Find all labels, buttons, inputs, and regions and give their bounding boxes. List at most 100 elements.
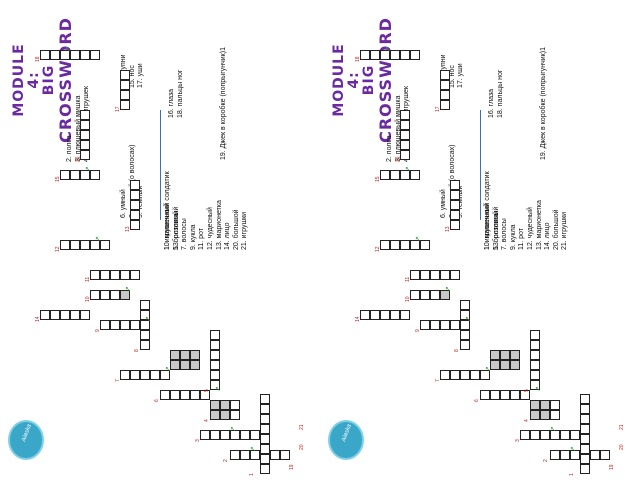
crossword-cell[interactable] bbox=[170, 350, 180, 360]
crossword-cell[interactable] bbox=[550, 400, 560, 410]
crossword-cell[interactable] bbox=[560, 450, 570, 460]
crossword-cell[interactable] bbox=[130, 220, 140, 230]
crossword-cell[interactable] bbox=[500, 360, 510, 370]
crossword-cell[interactable] bbox=[530, 360, 540, 370]
crossword-cell[interactable] bbox=[130, 200, 140, 210]
crossword-cell[interactable] bbox=[450, 180, 460, 190]
crossword-cell[interactable] bbox=[230, 450, 240, 460]
crossword-cell[interactable] bbox=[50, 50, 60, 60]
crossword-cell[interactable] bbox=[540, 400, 550, 410]
crossword-cell[interactable] bbox=[80, 310, 90, 320]
crossword-cell[interactable] bbox=[370, 50, 380, 60]
crossword-cell[interactable] bbox=[150, 370, 160, 380]
crossword-cell[interactable] bbox=[260, 424, 270, 434]
crossword-cell[interactable] bbox=[530, 430, 540, 440]
crossword-cell[interactable] bbox=[80, 110, 90, 120]
crossword-cell[interactable] bbox=[530, 330, 540, 340]
crossword-cell[interactable] bbox=[240, 430, 250, 440]
crossword-cell[interactable] bbox=[580, 424, 590, 434]
crossword-cell[interactable] bbox=[160, 390, 170, 400]
crossword-cell[interactable] bbox=[210, 430, 220, 440]
crossword-cell[interactable] bbox=[260, 404, 270, 414]
crossword-cell[interactable] bbox=[380, 170, 390, 180]
crossword-cell[interactable] bbox=[530, 400, 540, 410]
crossword-cell[interactable] bbox=[220, 410, 230, 420]
crossword-cell[interactable] bbox=[40, 50, 50, 60]
crossword-cell[interactable] bbox=[140, 330, 150, 340]
crossword-cell[interactable] bbox=[580, 434, 590, 444]
crossword-cell[interactable] bbox=[210, 410, 220, 420]
crossword-cell[interactable] bbox=[450, 270, 460, 280]
crossword-cell[interactable] bbox=[560, 430, 570, 440]
crossword-cell[interactable] bbox=[380, 310, 390, 320]
crossword-cell[interactable] bbox=[550, 450, 560, 460]
crossword-cell[interactable] bbox=[260, 454, 270, 464]
crossword-cell[interactable] bbox=[90, 270, 100, 280]
crossword-cell[interactable] bbox=[80, 140, 90, 150]
crossword-cell[interactable] bbox=[360, 50, 370, 60]
crossword-cell[interactable] bbox=[370, 310, 380, 320]
crossword-cell[interactable] bbox=[70, 310, 80, 320]
crossword-cell[interactable] bbox=[190, 360, 200, 370]
crossword-cell[interactable] bbox=[40, 310, 50, 320]
crossword-cell[interactable] bbox=[260, 394, 270, 404]
crossword-cell[interactable] bbox=[460, 300, 470, 310]
crossword-cell[interactable] bbox=[180, 390, 190, 400]
crossword-cell[interactable] bbox=[470, 370, 480, 380]
crossword-cell[interactable] bbox=[230, 400, 240, 410]
crossword-cell[interactable] bbox=[130, 370, 140, 380]
crossword-cell[interactable] bbox=[530, 340, 540, 350]
crossword-cell[interactable] bbox=[400, 140, 410, 150]
crossword-cell[interactable] bbox=[450, 220, 460, 230]
crossword-cell[interactable] bbox=[230, 410, 240, 420]
crossword-cell[interactable] bbox=[450, 320, 460, 330]
crossword-cell[interactable] bbox=[390, 310, 400, 320]
crossword-cell[interactable] bbox=[140, 300, 150, 310]
crossword-cell[interactable] bbox=[80, 120, 90, 130]
crossword-cell[interactable] bbox=[60, 310, 70, 320]
crossword-cell[interactable] bbox=[380, 240, 390, 250]
crossword-cell[interactable] bbox=[400, 120, 410, 130]
crossword-cell[interactable] bbox=[400, 110, 410, 120]
crossword-cell[interactable] bbox=[430, 290, 440, 300]
crossword-cell[interactable] bbox=[580, 394, 590, 404]
crossword-cell[interactable] bbox=[120, 270, 130, 280]
crossword-cell[interactable] bbox=[490, 350, 500, 360]
crossword-cell[interactable] bbox=[210, 400, 220, 410]
crossword-cell[interactable] bbox=[390, 170, 400, 180]
crossword-cell[interactable] bbox=[180, 360, 190, 370]
crossword-cell[interactable] bbox=[400, 150, 410, 160]
crossword-cell[interactable] bbox=[210, 350, 220, 360]
crossword-cell[interactable] bbox=[400, 310, 410, 320]
crossword-cell[interactable] bbox=[400, 130, 410, 140]
crossword-cell[interactable] bbox=[460, 330, 470, 340]
crossword-cell[interactable] bbox=[550, 410, 560, 420]
crossword-cell[interactable] bbox=[510, 350, 520, 360]
crossword-cell[interactable] bbox=[270, 450, 280, 460]
crossword-cell[interactable] bbox=[50, 310, 60, 320]
crossword-cell[interactable] bbox=[210, 330, 220, 340]
crossword-cell[interactable] bbox=[240, 450, 250, 460]
crossword-cell[interactable] bbox=[580, 454, 590, 464]
crossword-cell[interactable] bbox=[80, 240, 90, 250]
crossword-cell[interactable] bbox=[530, 410, 540, 420]
crossword-cell[interactable] bbox=[440, 90, 450, 100]
crossword-cell[interactable] bbox=[90, 290, 100, 300]
crossword-cell[interactable] bbox=[450, 200, 460, 210]
crossword-cell[interactable] bbox=[210, 370, 220, 380]
crossword-cell[interactable] bbox=[580, 444, 590, 454]
crossword-cell[interactable] bbox=[510, 360, 520, 370]
crossword-cell[interactable] bbox=[460, 370, 470, 380]
crossword-cell[interactable] bbox=[80, 50, 90, 60]
crossword-cell[interactable] bbox=[100, 290, 110, 300]
crossword-cell[interactable] bbox=[440, 80, 450, 90]
crossword-cell[interactable] bbox=[120, 90, 130, 100]
crossword-cell[interactable] bbox=[260, 464, 270, 474]
crossword-cell[interactable] bbox=[360, 310, 370, 320]
crossword-cell[interactable] bbox=[480, 390, 490, 400]
crossword-cell[interactable] bbox=[450, 210, 460, 220]
crossword-cell[interactable] bbox=[410, 50, 420, 60]
crossword-cell[interactable] bbox=[130, 270, 140, 280]
crossword-cell[interactable] bbox=[80, 130, 90, 140]
crossword-cell[interactable] bbox=[70, 170, 80, 180]
